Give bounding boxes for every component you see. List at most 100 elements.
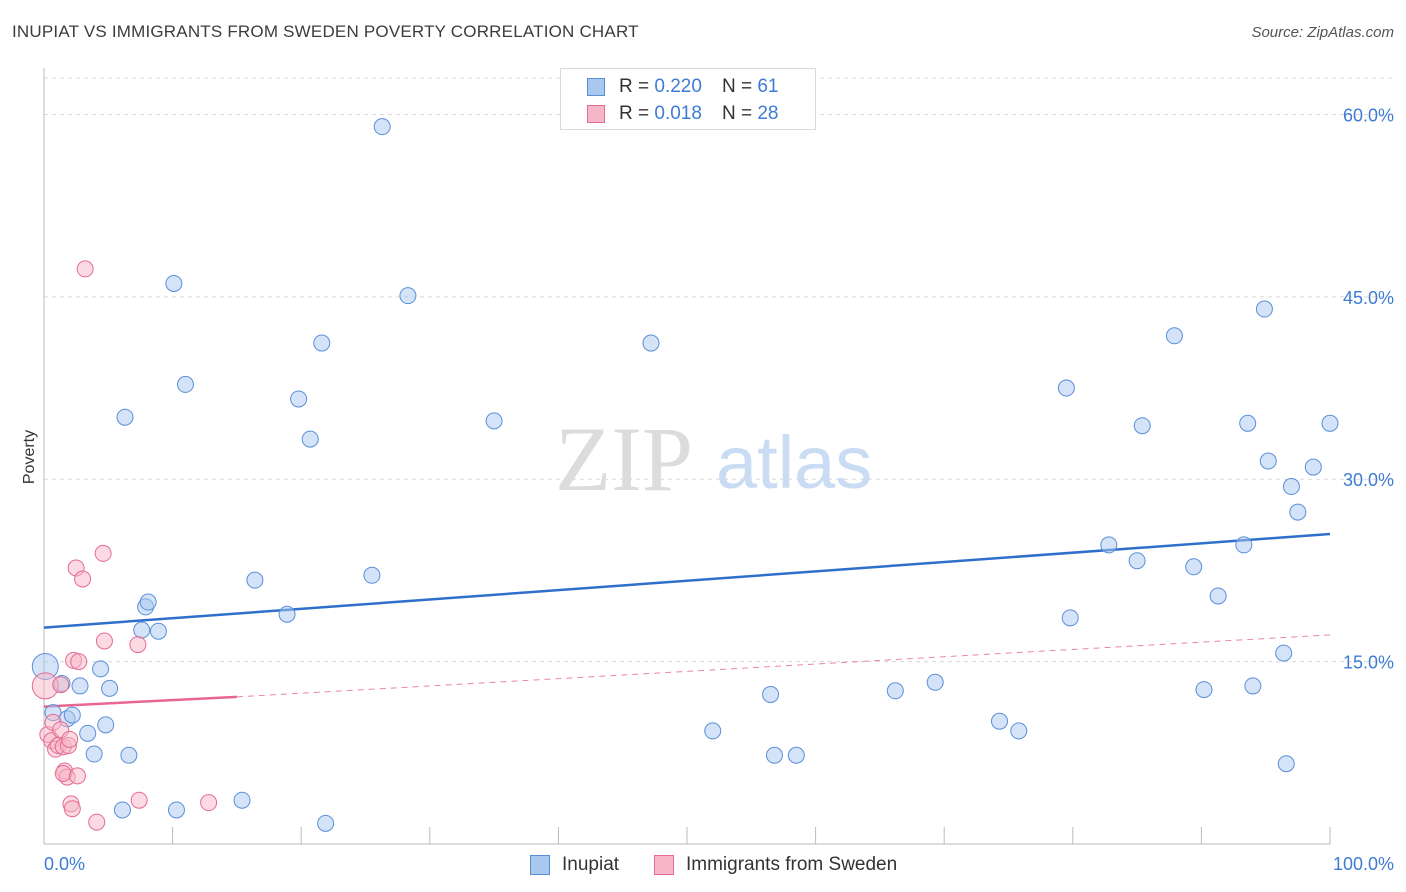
point-sweden xyxy=(88,813,106,831)
chart-title: INUPIAT VS IMMIGRANTS FROM SWEDEN POVERT… xyxy=(12,22,639,41)
point-inupiat xyxy=(133,621,151,639)
point-inupiat xyxy=(1277,755,1295,773)
point-inupiat xyxy=(101,679,119,697)
point-sweden xyxy=(94,544,112,562)
point-inupiat xyxy=(762,685,780,703)
point-sweden xyxy=(63,800,81,818)
point-inupiat xyxy=(1133,417,1151,435)
point-inupiat xyxy=(399,287,417,305)
watermark: ZIP atlas xyxy=(555,408,872,510)
point-sweden xyxy=(74,570,92,588)
r-value-inupiat: 0.220 xyxy=(654,76,702,97)
point-inupiat xyxy=(704,722,722,740)
point-inupiat xyxy=(1100,536,1118,554)
trend-line-inupiat xyxy=(43,532,1331,629)
legend-label-sweden: Immigrants from Sweden xyxy=(686,854,898,875)
point-inupiat xyxy=(1321,414,1339,432)
trend-line-sweden-solid xyxy=(43,695,237,708)
point-inupiat xyxy=(1239,414,1257,432)
point-inupiat xyxy=(765,746,783,764)
point-inupiat xyxy=(120,746,138,764)
axes xyxy=(43,68,1331,845)
point-inupiat xyxy=(1255,300,1273,318)
point-sweden xyxy=(61,730,79,748)
point-sweden xyxy=(95,632,113,650)
stats-legend: R = 0.220 N = 61 R = 0.018 N = 28 xyxy=(560,68,816,130)
point-inupiat xyxy=(71,677,89,695)
legend-swatch-sweden xyxy=(654,855,674,875)
point-inupiat xyxy=(97,716,115,734)
y-tick-label: 60.0% xyxy=(1343,105,1394,125)
point-inupiat xyxy=(149,622,167,640)
legend-label-inupiat: Inupiat xyxy=(562,854,620,875)
point-inupiat xyxy=(301,430,319,448)
point-inupiat xyxy=(373,118,391,136)
x-tick-label-max: 100.0% xyxy=(1333,854,1394,874)
point-inupiat xyxy=(313,334,331,352)
point-sweden xyxy=(76,260,94,278)
point-inupiat xyxy=(1209,587,1227,605)
x-tick-label-min: 0.0% xyxy=(44,854,85,874)
point-inupiat xyxy=(278,605,296,623)
y-tick-label: 30.0% xyxy=(1343,470,1394,490)
point-inupiat xyxy=(317,814,335,832)
point-inupiat xyxy=(1282,478,1300,496)
legend-item-inupiat: Inupiat xyxy=(530,852,619,878)
point-inupiat xyxy=(1235,536,1253,554)
point-inupiat xyxy=(1259,452,1277,470)
legend-row-sweden: R = 0.018 N = 28 xyxy=(587,101,778,127)
point-inupiat xyxy=(990,712,1008,730)
point-sweden xyxy=(129,636,147,654)
legend-row-inupiat: R = 0.220 N = 61 xyxy=(587,74,778,100)
point-inupiat xyxy=(642,334,660,352)
tick-labels: 15.0% 30.0% 45.0% 60.0% 0.0% 100.0% xyxy=(44,105,1394,874)
point-inupiat xyxy=(926,673,944,691)
point-inupiat xyxy=(79,724,97,742)
swatch-inupiat xyxy=(587,78,605,96)
point-inupiat xyxy=(92,660,110,678)
n-value-sweden: 28 xyxy=(757,103,779,124)
point-sweden xyxy=(68,767,86,785)
point-inupiat xyxy=(246,571,264,589)
point-inupiat xyxy=(1289,503,1307,521)
point-sweden xyxy=(70,653,88,671)
point-inupiat xyxy=(167,801,185,819)
point-inupiat xyxy=(63,706,81,724)
n-value-inupiat: 61 xyxy=(757,76,779,97)
source-credit: Source: ZipAtlas.com xyxy=(1251,24,1394,41)
point-sweden xyxy=(54,764,72,782)
point-inupiat xyxy=(85,745,103,763)
point-inupiat xyxy=(1195,681,1213,699)
point-inupiat xyxy=(139,593,157,611)
point-sweden xyxy=(52,676,70,694)
point-inupiat xyxy=(485,412,503,430)
point-inupiat xyxy=(113,801,131,819)
point-inupiat xyxy=(176,375,194,393)
swatch-sweden xyxy=(587,105,605,123)
point-sweden xyxy=(200,794,218,812)
point-inupiat xyxy=(165,274,183,292)
point-inupiat xyxy=(1010,722,1028,740)
r-value-sweden: 0.018 xyxy=(654,103,702,124)
watermark-atlas: atlas xyxy=(716,421,872,504)
legend-item-sweden: Immigrants from Sweden xyxy=(654,852,897,878)
point-inupiat xyxy=(1244,677,1262,695)
point-sweden xyxy=(130,791,148,809)
point-inupiat xyxy=(1185,558,1203,576)
point-inupiat xyxy=(1057,379,1075,397)
point-inupiat xyxy=(787,746,805,764)
data-points xyxy=(31,118,1339,832)
point-inupiat xyxy=(1128,552,1146,570)
point-inupiat xyxy=(290,390,308,408)
point-inupiat xyxy=(233,791,251,809)
point-inupiat xyxy=(116,408,134,426)
r-label: R = xyxy=(619,103,650,124)
y-tick-label: 45.0% xyxy=(1343,288,1394,308)
y-tick-label: 15.0% xyxy=(1343,653,1394,673)
point-inupiat xyxy=(1061,609,1079,627)
point-inupiat xyxy=(1165,327,1183,345)
watermark-zip: ZIP xyxy=(555,408,693,510)
n-label: N = xyxy=(721,103,753,124)
n-label: N = xyxy=(721,76,753,97)
